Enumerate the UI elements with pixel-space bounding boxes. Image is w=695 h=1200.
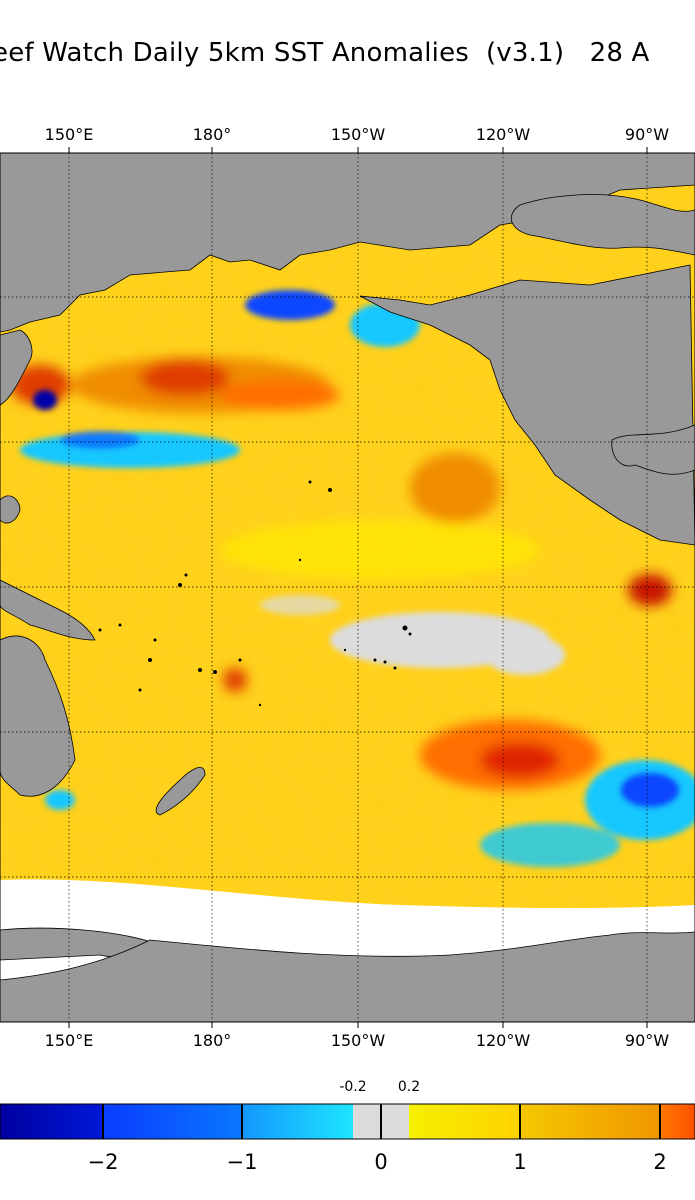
japan — [0, 329, 33, 406]
lon-label-top-150w: 150°W — [330, 125, 386, 144]
lon-label-bottom-150w: 150°W — [330, 1031, 386, 1050]
colorbar-tick-minus2: −2 — [87, 1150, 119, 1174]
colorbar-segment-minus1-minus02 — [242, 1104, 353, 1139]
colorbar-segment-1-2 — [520, 1104, 660, 1139]
neutral-anomaly-regions — [260, 595, 565, 675]
colorbar-tick-minus1: −1 — [226, 1150, 258, 1174]
lon-label-top-150e: 150°E — [44, 125, 94, 144]
colorbar-label-minus-0.2: -0.2 — [339, 1079, 367, 1095]
gulf-coast — [611, 424, 695, 475]
colorbar-tick-1: 1 — [513, 1150, 527, 1174]
antarctica — [0, 931, 695, 1022]
colorbar-tick-2: 2 — [653, 1150, 667, 1174]
island-west — [0, 495, 21, 524]
colorbar-segment-minus2-minus1 — [103, 1104, 242, 1139]
colorbar-label-0.2: 0.2 — [397, 1079, 421, 1095]
indonesia — [0, 579, 96, 641]
map-frame — [0, 152, 695, 1023]
lon-label-top-90w: 90°W — [624, 125, 670, 144]
colorbar-segment-above-2 — [660, 1104, 695, 1139]
lon-label-bottom-180: 180° — [192, 1031, 232, 1050]
lon-label-bottom-120w: 120°W — [475, 1031, 531, 1050]
landmasses — [0, 153, 695, 1022]
map-title: eef Watch Daily 5km SST Anomalies (v3.1)… — [0, 38, 650, 68]
colorbar-segment-below-minus2 — [0, 1104, 103, 1139]
lon-label-top-180: 180° — [192, 125, 232, 144]
australia — [0, 635, 76, 797]
colorbar-tick-0: 0 — [374, 1150, 388, 1174]
cool-anomaly-regions — [20, 290, 695, 867]
lon-label-top-120w: 120°W — [475, 125, 531, 144]
warm-anomaly-regions — [10, 357, 672, 790]
arctic-islands — [510, 194, 695, 256]
graticule — [0, 153, 695, 1022]
lon-label-bottom-90w: 90°W — [624, 1031, 670, 1050]
pacific-islands — [98, 480, 412, 707]
frame-ticks — [68, 147, 648, 1028]
colorbar-segment-02-1 — [409, 1104, 520, 1139]
colorbar — [0, 1103, 695, 1140]
new-zealand — [155, 766, 206, 816]
lon-label-bottom-150e: 150°E — [44, 1031, 94, 1050]
